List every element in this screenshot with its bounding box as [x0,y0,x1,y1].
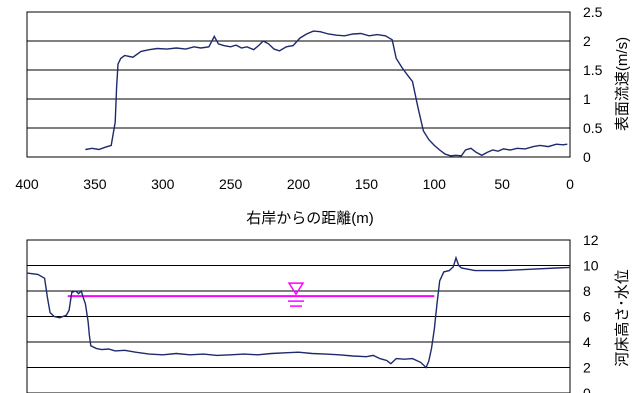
x-tick-label: 250 [219,176,243,192]
y-tick-label: 0 [583,149,591,165]
riverbed-chart: 0 2 4 6 8 10 12 河床高さ･水位 [26,232,631,393]
y-tick-label: 12 [583,232,599,248]
velocity-chart: 0 0.5 1 1.5 2 2.5 400 350 300 250 200 150 100 50 0 表面… [15,4,631,227]
y-tick-label: 1.5 [583,62,603,78]
riverbed-y-tick-labels: 0 2 4 6 8 10 12 [583,232,599,393]
riverbed-series-line [26,255,571,369]
y-tick-label: 0.5 [583,120,603,136]
x-tick-label: 0 [566,176,574,192]
velocity-y-tick-labels: 0 0.5 1 1.5 2 2.5 [583,4,603,165]
riverbed-y-axis-label: 河床高さ･水位 [614,269,631,367]
y-tick-label: 10 [583,258,599,274]
x-tick-label: 100 [423,176,447,192]
x-tick-label: 400 [15,176,39,192]
x-tick-label: 350 [83,176,107,192]
y-tick-label: 8 [583,283,591,299]
distance-x-axis-label: 右岸からの距離(m) [246,209,374,227]
x-tick-label: 300 [151,176,175,192]
y-tick-label: 1 [583,91,591,107]
x-tick-label: 50 [494,176,510,192]
water-level-triangle [287,282,305,296]
y-tick-label: 2 [583,33,591,49]
x-tick-label: 200 [287,176,311,192]
velocity-gridlines [27,40,570,129]
x-tick-label: 150 [355,176,379,192]
riverbed-gridlines [27,265,570,368]
velocity-series-line [85,30,568,157]
velocity-x-tick-labels: 400 350 300 250 200 150 100 50 0 [15,176,574,192]
riverbed-plot-frame [26,239,571,393]
velocity-y-axis-label: 表面流速(m/s) [614,37,631,131]
y-tick-label: 4 [583,334,591,350]
velocity-plot-frame [26,11,571,158]
y-tick-label: 0 [583,385,591,393]
y-tick-label: 2 [583,360,591,376]
water-level-symbol [287,282,305,307]
y-tick-label: 6 [583,309,591,325]
y-tick-label: 2.5 [583,4,603,20]
